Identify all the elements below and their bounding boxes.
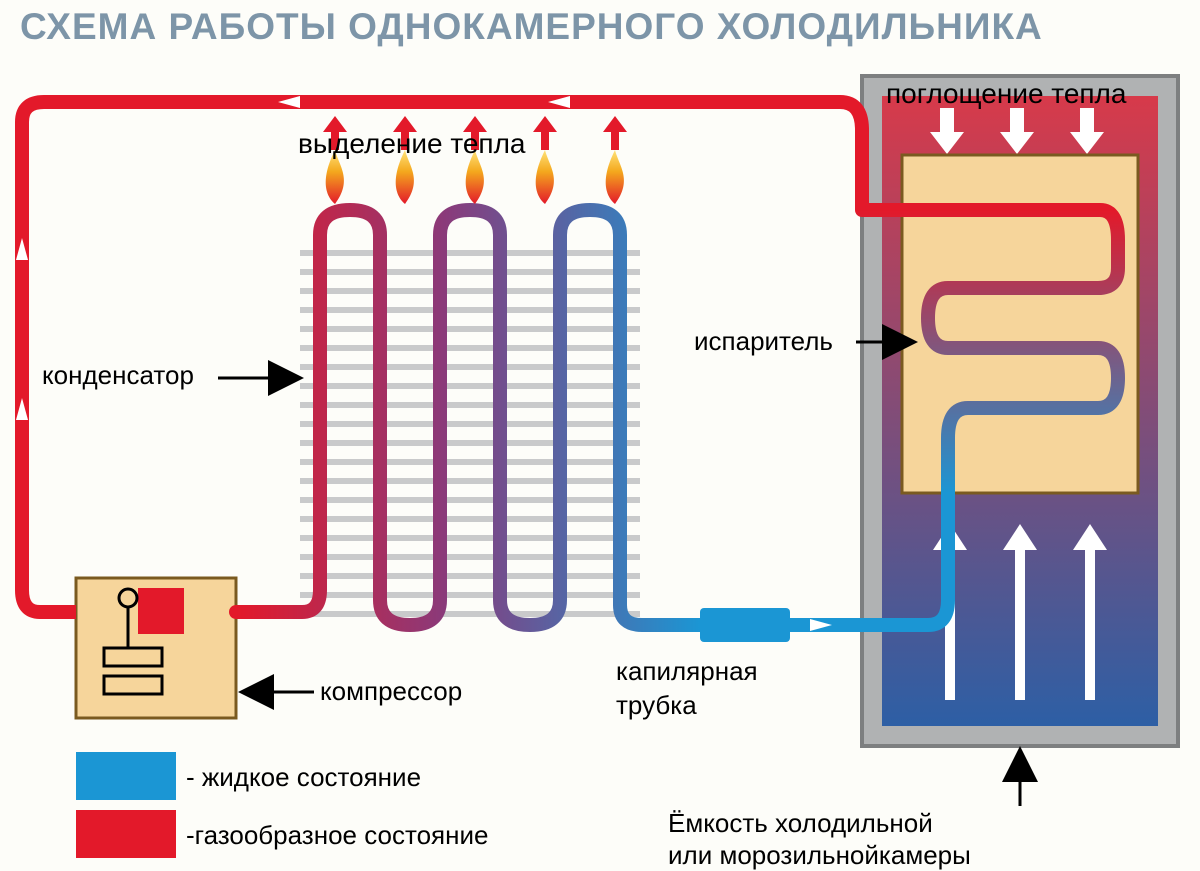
label-condenser: конденсатор [42,360,194,391]
diagram-canvas [0,0,1200,866]
legend-gas-swatch [76,810,176,858]
capillary-device [700,608,790,642]
label-cabinet2: или морозильнойкамеры [668,840,971,871]
legend-gas-label: -газообразное состояние [186,820,488,851]
label-capillary1: капилярная [616,656,758,687]
evaporator-panel [862,155,1138,493]
label-heat-release: выделение тепла [298,128,526,160]
label-heat-absorb: поглощение тепла [886,78,1126,110]
label-evaporator: испаритель [694,326,833,357]
legend-liquid-swatch [76,752,176,800]
label-compressor: компрессор [320,676,462,707]
label-cabinet1: Ёмкость холодильной [668,808,933,839]
legend-liquid-label: - жидкое состояние [186,762,421,793]
compressor [76,578,236,718]
label-capillary2: трубка [616,690,697,721]
condenser-fins [300,250,640,617]
